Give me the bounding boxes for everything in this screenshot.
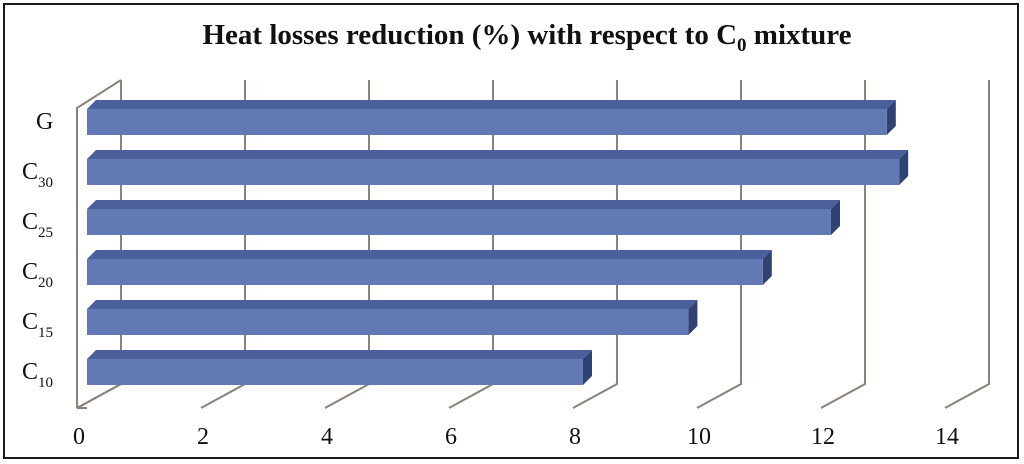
y-category-label: G [36,109,53,135]
bar-side-face [899,150,909,185]
category-base: C [22,209,38,235]
category-subscript: 10 [38,375,53,391]
bar-front-face [87,359,583,385]
tick-layer: 0 2 4 6 8 10 12 14 [73,424,959,450]
bar-side-face [583,350,592,385]
bar-top-face [87,150,909,159]
y-category-label: C15 [22,309,53,341]
category-subscript: 25 [38,225,53,241]
bar [87,200,840,235]
gridline [944,80,990,409]
bar-front-face [87,309,689,335]
x-tick-label: 10 [687,424,711,450]
x-tick-label: 12 [811,424,835,450]
side-wall-edge [76,79,122,408]
x-tick-label: 14 [935,424,959,450]
bar-front-face [87,259,763,285]
y-category-label: C10 [22,359,53,391]
bar-front-face [87,159,900,185]
bar-side-face [831,200,840,235]
bar-top-face [87,300,698,309]
category-subscript: 15 [38,325,53,341]
chart-title: Heat losses reduction (%) with respect t… [202,19,851,56]
bar-layer [87,100,909,385]
y-category-label: C25 [22,209,53,241]
category-base: C [22,359,38,385]
bar-front-face [87,209,831,235]
category-base: C [22,259,38,285]
bar [87,150,909,185]
chart-title-subscript: 0 [737,35,747,56]
category-subscript: 30 [38,175,53,191]
y-category-label: C20 [22,259,53,291]
x-tick-label: 8 [569,424,581,450]
bar-front-face [87,109,887,135]
x-tick-label: 2 [197,424,209,450]
bar-top-face [87,200,840,209]
x-tick-label: 6 [445,424,457,450]
bar-top-face [87,250,772,259]
bar-top-face [87,100,896,109]
category-subscript: 20 [38,275,53,291]
x-tick-label: 4 [321,424,333,450]
category-base: C [22,159,38,185]
bar [87,250,772,285]
x-tick-label: 0 [73,424,85,450]
bar [87,350,592,385]
category-base: C [22,309,38,335]
category-base: G [36,109,53,135]
bar [87,100,896,135]
chart-title-tail: mixture [747,19,852,51]
bar-side-face [688,300,698,335]
bar-side-face [762,250,772,285]
chart-title-main: Heat losses reduction (%) with respect t… [202,19,737,51]
y-category-label: C30 [22,159,53,191]
bar [87,300,698,335]
bar-side-face [886,100,896,135]
bar-top-face [87,350,592,359]
